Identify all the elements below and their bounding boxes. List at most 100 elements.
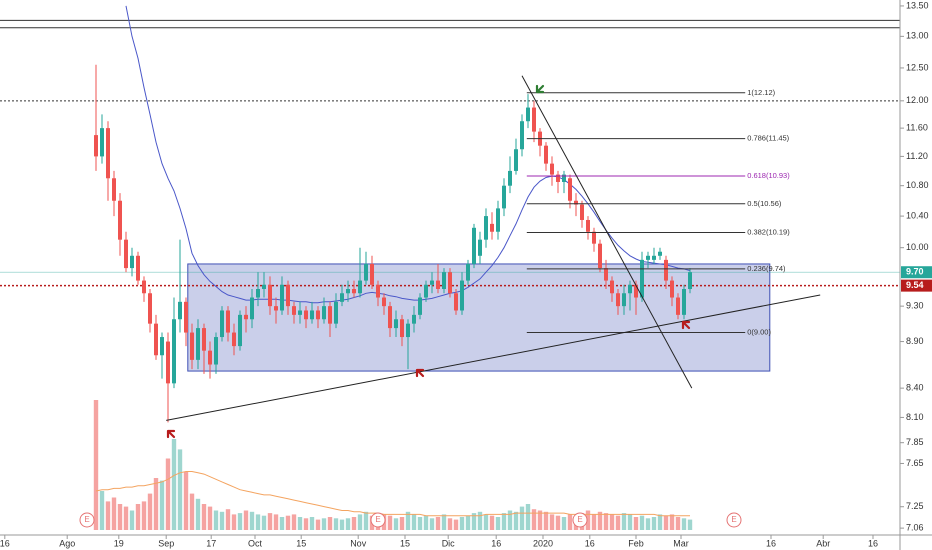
candle-body [292, 306, 296, 315]
candle-body [508, 170, 512, 186]
candle-body [304, 310, 308, 320]
candle-body [640, 259, 644, 298]
candle-body [232, 332, 236, 347]
candle-body [430, 280, 434, 285]
volume-ma-line [95, 471, 690, 517]
candle-body [556, 174, 560, 182]
candle-body [100, 128, 104, 157]
trend-line [521, 75, 693, 389]
candle-body [406, 323, 410, 338]
y-tick-label: 10.00 [906, 242, 929, 252]
fib-label: 0.5(10.56) [747, 199, 782, 208]
volume-bar [597, 511, 603, 530]
y-tick-label: 7.06 [906, 522, 924, 532]
volume-bar [333, 518, 339, 530]
volume-bar [243, 510, 249, 530]
candle-body [616, 293, 620, 307]
candle-body [262, 284, 266, 290]
candle-body [454, 293, 458, 311]
fib-label: 0.382(10.19) [747, 228, 790, 237]
candle-body [124, 239, 128, 269]
earnings-icon[interactable] [726, 512, 742, 528]
volume-bar [249, 511, 255, 530]
volume-bar [123, 506, 129, 530]
y-tick-label: 12.00 [906, 95, 929, 105]
volume-bar [303, 518, 309, 530]
volume-bar [207, 506, 213, 530]
volume-bar [531, 509, 537, 530]
candle-body [568, 178, 572, 201]
y-tick-label: 13.50 [906, 0, 929, 10]
fib-label: 1(12.12) [747, 88, 775, 97]
volume-bar [687, 519, 693, 530]
candle-body [178, 301, 182, 320]
fib-label: 0.236(9.74) [747, 264, 786, 273]
candle-body [610, 280, 614, 294]
candle-body [688, 272, 692, 290]
candle-body [298, 310, 302, 315]
candle-body [148, 293, 152, 324]
volume-bar [315, 519, 321, 530]
arrow-up [166, 429, 176, 439]
candle-body [442, 272, 446, 290]
trend-line [166, 294, 821, 421]
volume-bar [159, 480, 165, 530]
candle-body [160, 337, 164, 356]
candle-body [478, 239, 482, 256]
candle-body [592, 231, 596, 244]
x-tick-label: Mar [673, 538, 689, 548]
volume-bar [615, 515, 621, 530]
candle-body [682, 289, 686, 315]
volume-bar [591, 514, 597, 530]
earnings-icon[interactable] [572, 512, 588, 528]
volume-bar [459, 517, 465, 530]
volume-bar [225, 509, 231, 530]
candle-body [310, 310, 314, 320]
candle-body [562, 174, 566, 182]
candle-body [106, 128, 110, 179]
x-tick-label: 16 [0, 538, 10, 548]
candle-body [652, 255, 656, 260]
volume-bar [153, 478, 159, 530]
candle-body [448, 272, 452, 294]
candle-body [400, 319, 404, 338]
candle-body [388, 306, 392, 329]
volume-bar [543, 511, 549, 530]
candle-body [526, 107, 530, 122]
candle-body [316, 310, 320, 320]
candle-body [166, 341, 170, 384]
moving-average-line [125, 5, 691, 304]
candle-body [502, 185, 506, 209]
x-tick-label: 15 [400, 538, 410, 548]
candle-body [670, 280, 674, 298]
volume-bar [135, 504, 141, 530]
candle-body [622, 293, 626, 307]
y-tick-label: 10.40 [906, 210, 929, 220]
candle-body [376, 284, 380, 298]
plot-area: 1(12.12) 0.786(11.45) 0.618(10.93) 0.5(10.5… [0, 5, 900, 530]
candle-body [118, 200, 122, 240]
volume-bar [429, 518, 435, 530]
volume-bar [651, 517, 657, 530]
volume-bar [189, 493, 195, 530]
x-tick-label: 17 [206, 538, 216, 548]
earnings-icon[interactable] [370, 512, 386, 528]
volume-bar [111, 497, 117, 530]
volume-bar [483, 514, 489, 530]
volume-bar [195, 498, 201, 530]
y-tick-label: 13.00 [906, 31, 929, 41]
volume-bar [453, 519, 459, 530]
earnings-icon[interactable] [79, 512, 95, 528]
volume-bar [399, 517, 405, 530]
volume-bar [339, 519, 345, 530]
candle-body [598, 243, 602, 269]
candle-body [208, 350, 212, 365]
volume-bar [561, 517, 567, 530]
volume-bar [501, 513, 507, 530]
candle-body [184, 301, 188, 333]
x-tick-label: Sep [158, 538, 174, 548]
volume-bar [585, 510, 591, 530]
volume-bar [237, 513, 243, 530]
candle-body [250, 297, 254, 320]
